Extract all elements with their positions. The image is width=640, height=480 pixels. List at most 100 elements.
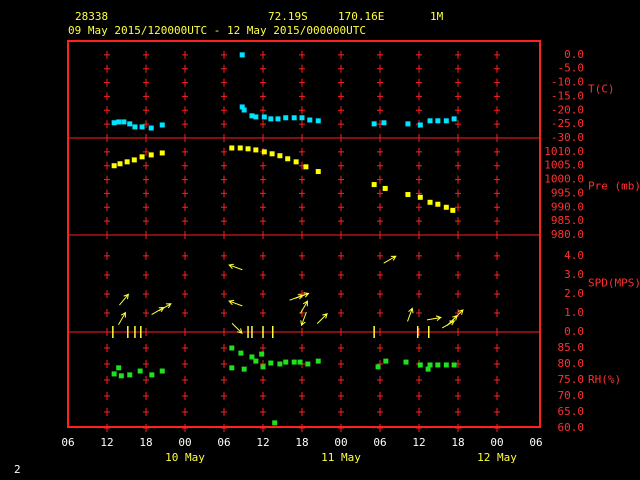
grid-plus <box>221 147 227 156</box>
x-tick-label: 12 <box>100 436 113 449</box>
grid-plus <box>416 308 422 317</box>
grid-plus <box>299 175 305 184</box>
grid-plus <box>143 78 149 87</box>
station-id: 28338 <box>75 10 108 23</box>
grid-plus <box>416 289 422 298</box>
wind-arrow <box>289 294 304 301</box>
grid-plus <box>143 175 149 184</box>
data-point <box>239 52 245 58</box>
grid-plus <box>455 424 461 432</box>
grid-plus <box>494 217 500 226</box>
grid-plus <box>416 376 422 384</box>
grid-plus <box>299 392 305 400</box>
grid-plus <box>455 344 461 352</box>
grid-plus <box>260 78 266 87</box>
y-axis-label: SPD(MPS) <box>588 277 640 290</box>
y-tick-label: 1000.0 <box>544 173 584 186</box>
grid-plus <box>338 376 344 384</box>
data-point <box>159 122 165 128</box>
grid-plus <box>455 408 461 416</box>
data-point <box>305 361 311 367</box>
y-tick-label: -10.0 <box>551 76 584 89</box>
grid-plus <box>377 175 383 184</box>
grid-plus <box>104 161 110 170</box>
wind-arrow <box>452 309 464 321</box>
data-point <box>451 362 457 368</box>
grid-plus <box>338 203 344 212</box>
frame <box>67 40 541 428</box>
grid-plus <box>377 106 383 115</box>
data-point <box>261 149 267 155</box>
data-point <box>272 420 278 426</box>
grid-plus <box>494 92 500 101</box>
y-tick-label: 75.0 <box>558 373 585 386</box>
grid-plus <box>104 175 110 184</box>
grid-plus <box>182 289 188 298</box>
wind-arrow <box>407 307 414 322</box>
data-point <box>111 163 117 169</box>
data-point <box>159 368 165 374</box>
data-point <box>425 366 431 372</box>
data-point <box>417 362 423 368</box>
grid-plus <box>143 360 149 368</box>
grid-plus <box>494 203 500 212</box>
y-tick-label: 980.0 <box>551 228 584 241</box>
grid-plus <box>455 270 461 279</box>
grid-plus <box>455 251 461 260</box>
x-tick-label: 06 <box>61 436 74 449</box>
grid-plus <box>143 64 149 73</box>
height: 1M <box>430 10 444 23</box>
grid-plus <box>377 308 383 317</box>
grid-plus <box>416 328 422 336</box>
grid-plus <box>416 344 422 352</box>
grid-plus <box>416 408 422 416</box>
grid-plus <box>104 147 110 156</box>
grid-plus <box>221 231 227 239</box>
grid-plus <box>221 175 227 184</box>
grid-plus <box>494 147 500 156</box>
grid-plus <box>377 161 383 170</box>
data-point <box>307 117 313 123</box>
grid-plus <box>143 120 149 129</box>
grid-plus <box>377 270 383 279</box>
data-point <box>315 169 321 175</box>
grid-plus <box>494 161 500 170</box>
grid-plus <box>221 360 227 368</box>
grid-plus <box>182 328 188 336</box>
data-point <box>383 358 389 364</box>
grid-plus <box>455 392 461 400</box>
grid-plus <box>182 308 188 317</box>
grid-plus <box>104 189 110 198</box>
grid-plus <box>182 344 188 352</box>
grid-plus <box>377 408 383 416</box>
data-point <box>275 116 281 122</box>
y-tick-label: -20.0 <box>551 103 584 116</box>
grid-plus <box>377 134 383 142</box>
data-point <box>417 194 423 200</box>
grid-plus <box>221 189 227 198</box>
grid-plus <box>260 64 266 73</box>
grid-plus <box>182 50 188 59</box>
grid-plus <box>221 203 227 212</box>
grid-plus <box>260 203 266 212</box>
grid-plus <box>338 175 344 184</box>
grid-plus <box>494 50 500 59</box>
day-label: 12 May <box>477 451 517 464</box>
y-tick-label: 1010.0 <box>544 145 584 158</box>
data-point <box>259 351 265 357</box>
data-point <box>137 368 143 374</box>
grid-plus <box>416 161 422 170</box>
data-point <box>238 350 244 356</box>
grid-plus <box>299 120 305 129</box>
wind-arrow <box>300 300 308 314</box>
grid-plus <box>221 134 227 142</box>
data-point <box>116 119 122 125</box>
grid-plus <box>377 147 383 156</box>
grid-plus <box>377 50 383 59</box>
grid-plus <box>221 270 227 279</box>
grid-plus <box>143 203 149 212</box>
grid-plus <box>143 217 149 226</box>
grid-plus <box>182 203 188 212</box>
data-point <box>241 366 247 372</box>
grid-plus <box>260 308 266 317</box>
